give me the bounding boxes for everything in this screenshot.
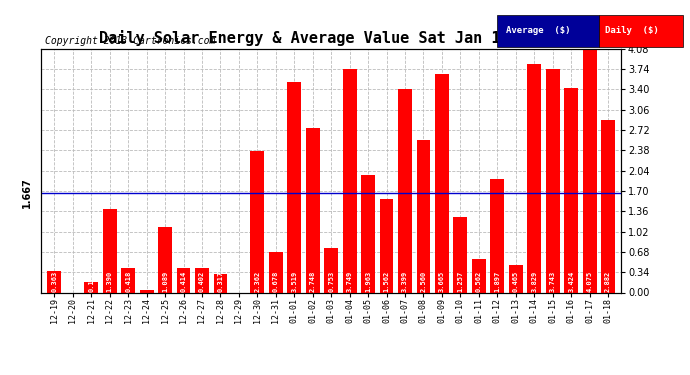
Bar: [601, 120, 615, 292]
Bar: [213, 273, 228, 292]
Text: 0.402: 0.402: [199, 271, 205, 292]
Bar: [177, 268, 190, 292]
Text: 3.829: 3.829: [531, 271, 538, 292]
Text: 1.963: 1.963: [365, 271, 371, 292]
Text: 1.897: 1.897: [494, 271, 500, 292]
Text: 1.089: 1.089: [162, 271, 168, 292]
Bar: [582, 49, 597, 292]
Bar: [158, 228, 172, 292]
Bar: [269, 252, 283, 292]
Text: Daily  ($): Daily ($): [605, 26, 658, 36]
Bar: [453, 217, 467, 292]
Bar: [527, 64, 541, 292]
Bar: [121, 267, 135, 292]
Bar: [380, 199, 393, 292]
Bar: [361, 175, 375, 292]
Text: Copyright 2013 Cartronics.com: Copyright 2013 Cartronics.com: [45, 36, 215, 46]
Text: 2.882: 2.882: [605, 271, 611, 292]
Text: 0.363: 0.363: [51, 271, 57, 292]
Text: 3.665: 3.665: [439, 271, 445, 292]
Bar: [84, 282, 98, 292]
Text: 0.678: 0.678: [273, 271, 279, 292]
Bar: [398, 89, 412, 292]
Bar: [139, 290, 154, 292]
Text: 3.424: 3.424: [568, 271, 574, 292]
Bar: [103, 210, 117, 292]
Text: 4.075: 4.075: [586, 271, 593, 292]
Bar: [472, 259, 486, 292]
Bar: [306, 128, 319, 292]
Bar: [343, 69, 357, 292]
Text: 2.362: 2.362: [255, 271, 260, 292]
Text: 0.562: 0.562: [476, 271, 482, 292]
Text: Average  ($): Average ($): [506, 26, 571, 36]
Bar: [287, 82, 302, 292]
Bar: [435, 74, 449, 292]
FancyBboxPatch shape: [599, 15, 683, 47]
Bar: [324, 248, 338, 292]
Text: 2.748: 2.748: [310, 271, 316, 292]
Bar: [491, 179, 504, 292]
Text: 1.562: 1.562: [384, 271, 390, 292]
Text: 0.180: 0.180: [88, 271, 95, 292]
Text: 0.465: 0.465: [513, 271, 519, 292]
Title: Daily Solar Energy & Average Value Sat Jan 19 07:40: Daily Solar Energy & Average Value Sat J…: [99, 30, 564, 46]
Text: 2.560: 2.560: [420, 271, 426, 292]
Text: 1.667: 1.667: [21, 177, 32, 208]
Text: 1.390: 1.390: [107, 271, 112, 292]
Bar: [417, 140, 431, 292]
Bar: [195, 268, 209, 292]
FancyBboxPatch shape: [497, 15, 599, 47]
Text: 0.317: 0.317: [217, 271, 224, 292]
Bar: [48, 271, 61, 292]
Bar: [250, 152, 264, 292]
Bar: [546, 69, 560, 292]
Bar: [509, 265, 523, 292]
Text: 0.414: 0.414: [181, 271, 186, 292]
Text: 3.399: 3.399: [402, 271, 408, 292]
Text: 3.743: 3.743: [550, 271, 555, 292]
Bar: [564, 88, 578, 292]
Text: 1.257: 1.257: [457, 271, 464, 292]
Text: 0.753: 0.753: [328, 271, 334, 292]
Text: 3.749: 3.749: [346, 271, 353, 292]
Text: 3.519: 3.519: [291, 271, 297, 292]
Text: 0.418: 0.418: [125, 271, 131, 292]
